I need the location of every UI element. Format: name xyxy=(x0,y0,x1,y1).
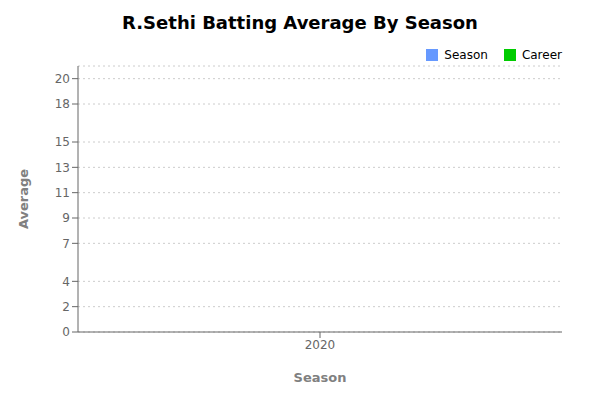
svg-text:18: 18 xyxy=(55,97,70,111)
svg-text:15: 15 xyxy=(55,135,70,149)
svg-text:9: 9 xyxy=(62,211,70,225)
svg-text:Season: Season xyxy=(294,370,347,385)
svg-text:2020: 2020 xyxy=(305,338,336,352)
html-text:R.Sethi Batting Average By Sea: R.Sethi Batting Average By Season xyxy=(122,12,478,33)
svg-text:2: 2 xyxy=(62,300,70,314)
html-text:Season: Season xyxy=(444,48,488,62)
svg-text:4: 4 xyxy=(62,275,70,289)
svg-text:11: 11 xyxy=(55,186,70,200)
html-text:Career: Career xyxy=(521,48,562,62)
svg-text:Average: Average xyxy=(16,169,31,229)
svg-text:0: 0 xyxy=(62,325,70,339)
svg-text:7: 7 xyxy=(62,237,70,251)
svg-text:13: 13 xyxy=(55,161,70,175)
svg-text:20: 20 xyxy=(55,72,70,86)
